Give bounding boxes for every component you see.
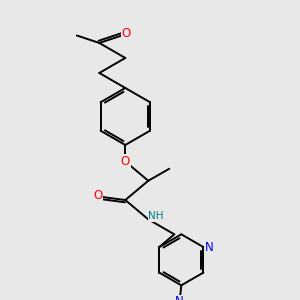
Text: N: N (205, 241, 214, 254)
Text: O: O (94, 189, 103, 202)
Text: O: O (122, 27, 131, 40)
Text: O: O (121, 155, 130, 168)
Text: NH: NH (148, 212, 164, 221)
Text: N: N (175, 295, 184, 300)
